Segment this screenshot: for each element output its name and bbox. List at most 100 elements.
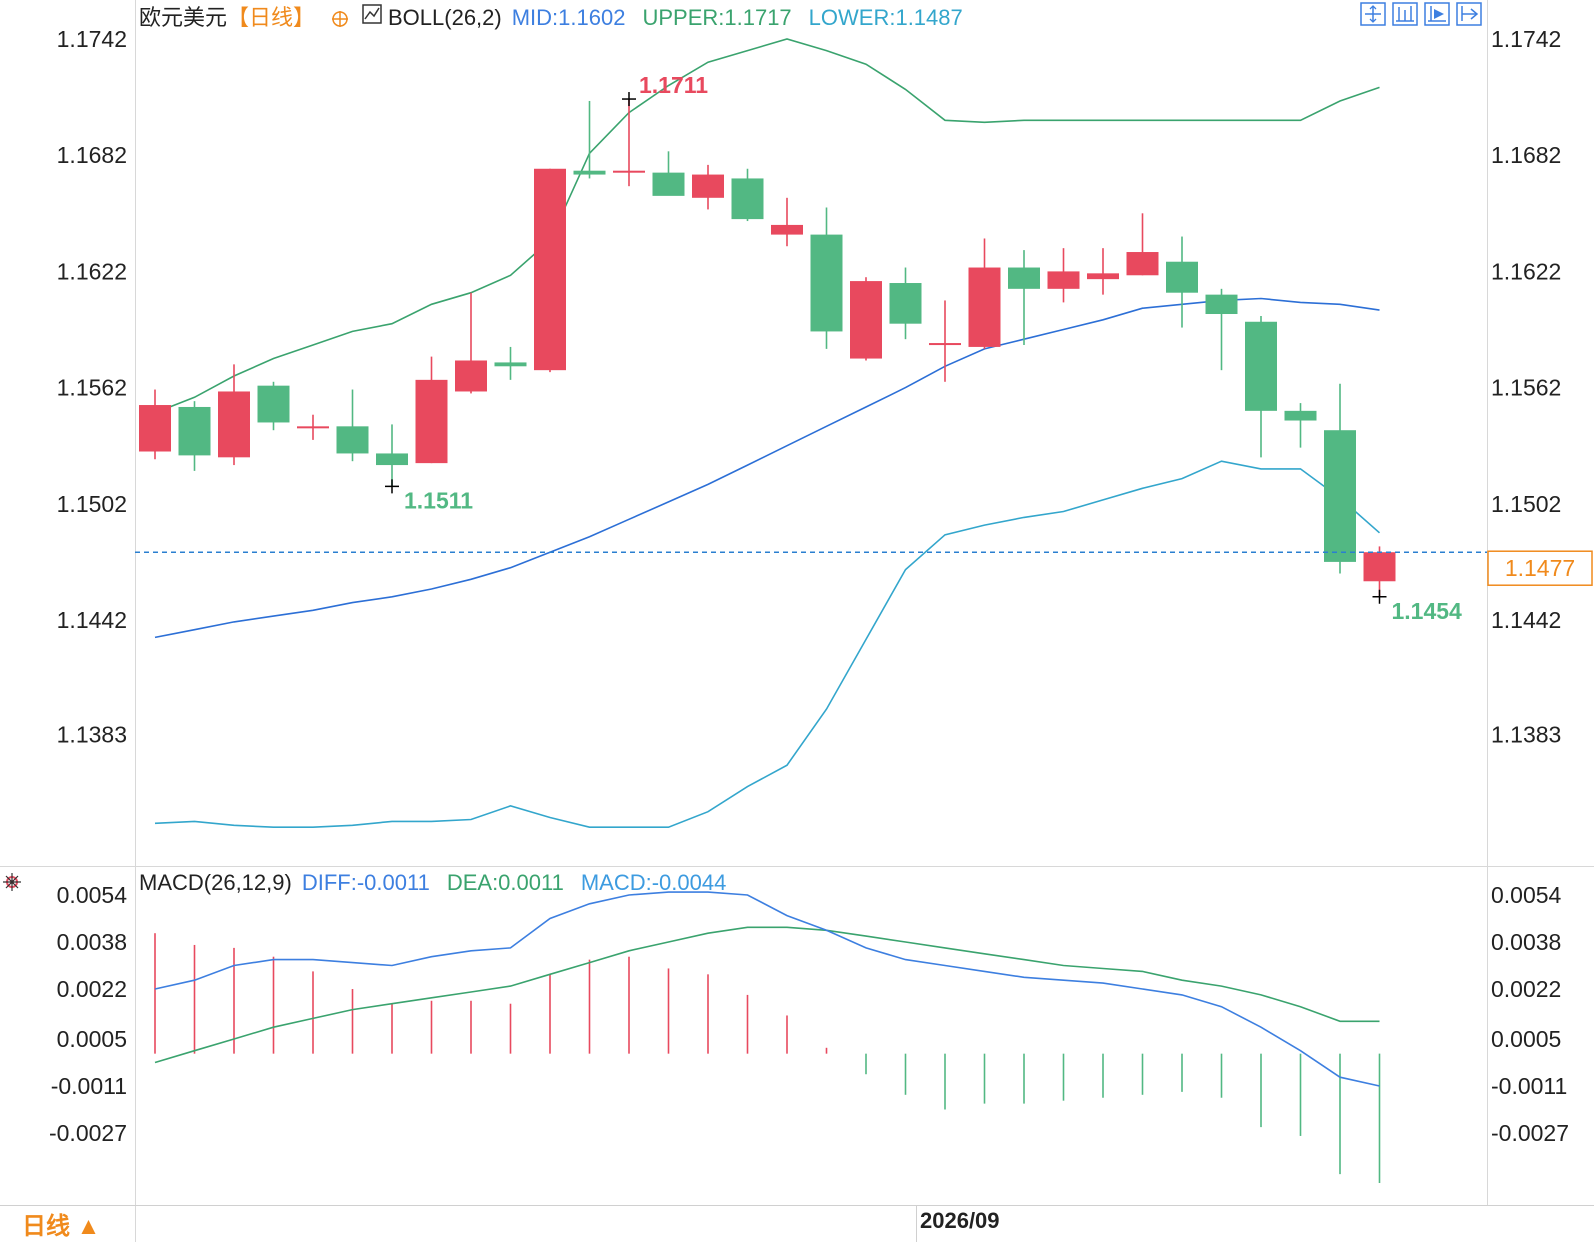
candle-body: [968, 267, 1001, 347]
macd-tick-left: 0.0022: [57, 976, 127, 1002]
price-tick-right: 1.1682: [1491, 142, 1561, 168]
boll-upper-value: UPPER:1.1717: [642, 5, 791, 30]
boll-indicator: BOLL(26,2): [388, 5, 502, 30]
candle: [1166, 236, 1198, 328]
macd-value: MACD:-0.0044: [581, 870, 727, 895]
price-tick-left: 1.1742: [57, 26, 127, 52]
macd-tick-left: -0.0027: [49, 1120, 127, 1146]
price-tick-right: 1.1562: [1491, 375, 1561, 401]
boll-lower-line: [154, 460, 1381, 829]
macd-tick-left: 0.0054: [57, 882, 128, 908]
current-price-label: 1.1477: [1505, 555, 1575, 581]
candle: [1363, 546, 1396, 597]
candle-body: [652, 172, 685, 196]
period-button-label[interactable]: 日线 ▲: [22, 1213, 100, 1240]
macd-diff-value: DIFF:-0.0011: [302, 870, 430, 895]
low-label-left: 1.1511: [404, 487, 473, 513]
candle-body: [1166, 261, 1198, 293]
candle-body: [1324, 430, 1356, 562]
candle-body: [573, 170, 606, 175]
settings-icon[interactable]: [3, 873, 21, 891]
candlestick-icon[interactable]: [362, 4, 382, 24]
macd-tick-right: 0.0022: [1491, 976, 1561, 1002]
candle-body: [1008, 267, 1040, 289]
candle: [139, 389, 171, 460]
scroll-right-icon[interactable]: [1456, 2, 1482, 26]
price-tick-right: 1.1622: [1491, 258, 1561, 284]
candlesticks: [139, 99, 1396, 597]
macd-lines: [154, 891, 1380, 1087]
candle-body: [1363, 552, 1396, 582]
boll-header: BOLL(26,2) MID:1.1602 UPPER:1.1717 LOWER:1.…: [388, 5, 963, 30]
candle: [1047, 248, 1080, 303]
bar-width-icon[interactable]: [1392, 2, 1418, 26]
candle: [1008, 250, 1040, 345]
candle: [534, 168, 566, 373]
candle-body: [1047, 271, 1080, 289]
candle: [415, 356, 448, 464]
candle-body: [692, 174, 724, 198]
bollinger-bands: [154, 38, 1381, 829]
candle: [810, 207, 843, 349]
low-label-right: 1.1454: [1392, 598, 1463, 624]
price-tick-right: 1.1383: [1491, 721, 1561, 747]
chart-header: 欧元美元【日线】: [139, 5, 315, 30]
candle-body: [494, 362, 527, 367]
candle-body: [1284, 410, 1317, 421]
low-marker-right: [1372, 589, 1387, 604]
pair-name: 欧元美元: [139, 5, 227, 30]
macd-histogram: [154, 933, 1381, 1183]
candle: [692, 164, 724, 210]
price-tick-left: 1.1383: [57, 721, 127, 747]
zoom-in-icon[interactable]: [1360, 2, 1386, 26]
candle-body: [534, 168, 566, 371]
candle-body: [336, 426, 369, 454]
macd-tick-right: 0.0038: [1491, 929, 1561, 955]
scroll-left-icon[interactable]: [1424, 2, 1450, 26]
candle-body: [257, 385, 290, 423]
macd-tick-right: -0.0011: [1491, 1073, 1567, 1099]
price-axis-ticks: 1.1742 1.1742 1.1682 1.1682 1.1622 1.1622 1.15…: [57, 26, 1562, 747]
candle: [178, 401, 211, 471]
macd-axis-ticks: 0.0054 0.0054 0.0038 0.0038 0.0022 0.0022 0.00…: [49, 882, 1569, 1146]
candle-body: [139, 405, 171, 452]
diff-line: [154, 891, 1380, 1087]
candle: [1205, 288, 1238, 371]
macd-header: MACD(26,12,9) DIFF:-0.0011 DEA:0.0011 MACD:…: [139, 870, 726, 895]
price-tick-right: 1.1502: [1491, 491, 1561, 517]
candle: [1087, 248, 1119, 295]
period-button[interactable]: 日线 ▲: [0, 1206, 134, 1242]
candle-body: [218, 391, 250, 458]
candle: [376, 424, 408, 487]
price-tick-right: 1.1442: [1491, 607, 1561, 633]
candle: [652, 151, 685, 196]
price-tick-left: 1.1502: [57, 491, 127, 517]
crosshair-icon[interactable]: [332, 11, 348, 27]
candle: [1324, 383, 1356, 574]
price-tick-right: 1.1742: [1491, 26, 1561, 52]
candle: [218, 364, 250, 466]
candle-body: [771, 224, 803, 235]
candle-body: [178, 406, 211, 456]
macd-tick-right: 0.0054: [1491, 882, 1562, 908]
candle: [1245, 315, 1277, 458]
candle-body: [1245, 321, 1277, 411]
candle: [968, 238, 1001, 349]
candle: [1126, 213, 1159, 276]
boll-lower-value: LOWER:1.1487: [809, 5, 963, 30]
candle: [455, 292, 487, 394]
low-marker-left: [385, 479, 399, 494]
current-price-tag: [1487, 550, 1593, 586]
boll-upper-line: [154, 38, 1380, 414]
candle: [613, 99, 645, 187]
candle: [297, 414, 329, 440]
price-tick-left: 1.1442: [57, 607, 127, 633]
candle-body: [810, 234, 843, 332]
candle-body: [376, 453, 408, 466]
candle: [494, 346, 527, 380]
candle: [1284, 403, 1317, 448]
macd-indicator: MACD(26,12,9): [139, 870, 292, 895]
candle-body: [1205, 294, 1238, 315]
period-label[interactable]: 【日线】: [227, 5, 315, 30]
